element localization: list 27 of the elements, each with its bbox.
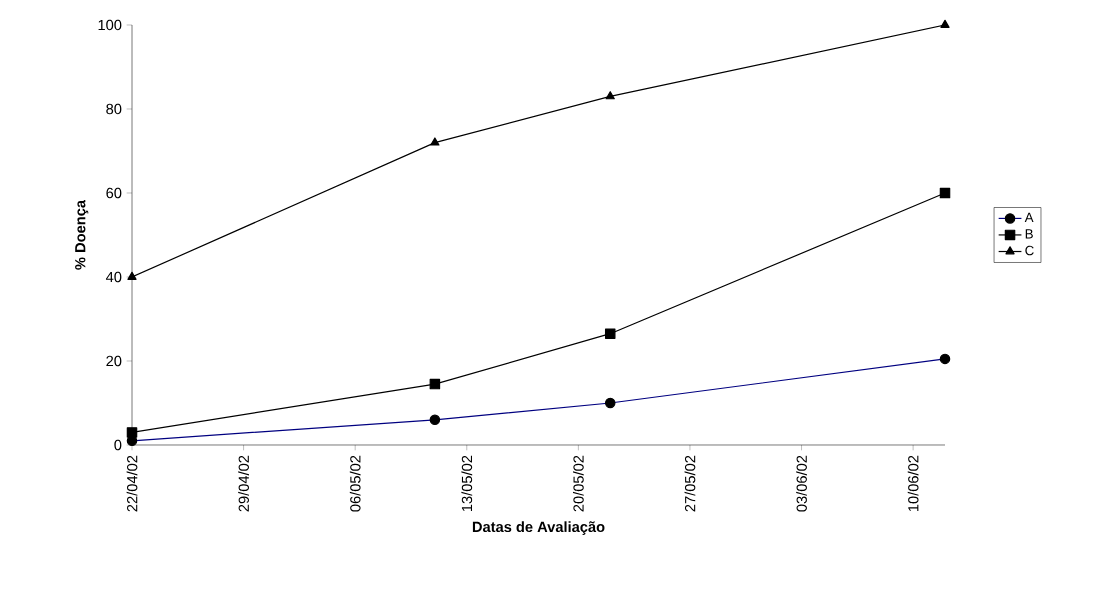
point bbox=[604, 328, 616, 339]
point bbox=[940, 19, 950, 28]
y-tick-label: 100 bbox=[98, 19, 122, 31]
x-tick-label: 29/04/02 bbox=[238, 455, 249, 512]
legend-label: C bbox=[1025, 245, 1034, 256]
x-tick-label: 13/05/02 bbox=[461, 455, 473, 512]
y-tick-label: 0 bbox=[114, 439, 122, 451]
y-axis-title: % Doença bbox=[75, 199, 89, 270]
x-tick-label: 22/04/02 bbox=[126, 455, 138, 512]
y-tick-label: 40 bbox=[105, 271, 122, 283]
legend-label: B bbox=[1025, 229, 1033, 239]
y-tick-label: 60 bbox=[106, 187, 122, 199]
point bbox=[939, 187, 951, 199]
x-tick-label: 20/05/02 bbox=[572, 455, 584, 512]
y-tick-label: 20 bbox=[106, 355, 122, 367]
point bbox=[605, 91, 615, 100]
x-tick-label: 27/05/02 bbox=[684, 455, 696, 512]
x-tick-label: 03/06/02 bbox=[796, 455, 807, 512]
y-tick-label: 80 bbox=[106, 103, 122, 115]
point bbox=[127, 271, 137, 280]
point bbox=[429, 378, 441, 390]
legend-label: A bbox=[1024, 212, 1034, 223]
x-axis-title: Datas de Avaliação bbox=[472, 521, 605, 535]
x-tick-label: 06/05/02 bbox=[349, 455, 361, 512]
point bbox=[126, 427, 138, 438]
x-tick-label: 10/06/02 bbox=[907, 455, 919, 512]
point bbox=[430, 137, 440, 146]
